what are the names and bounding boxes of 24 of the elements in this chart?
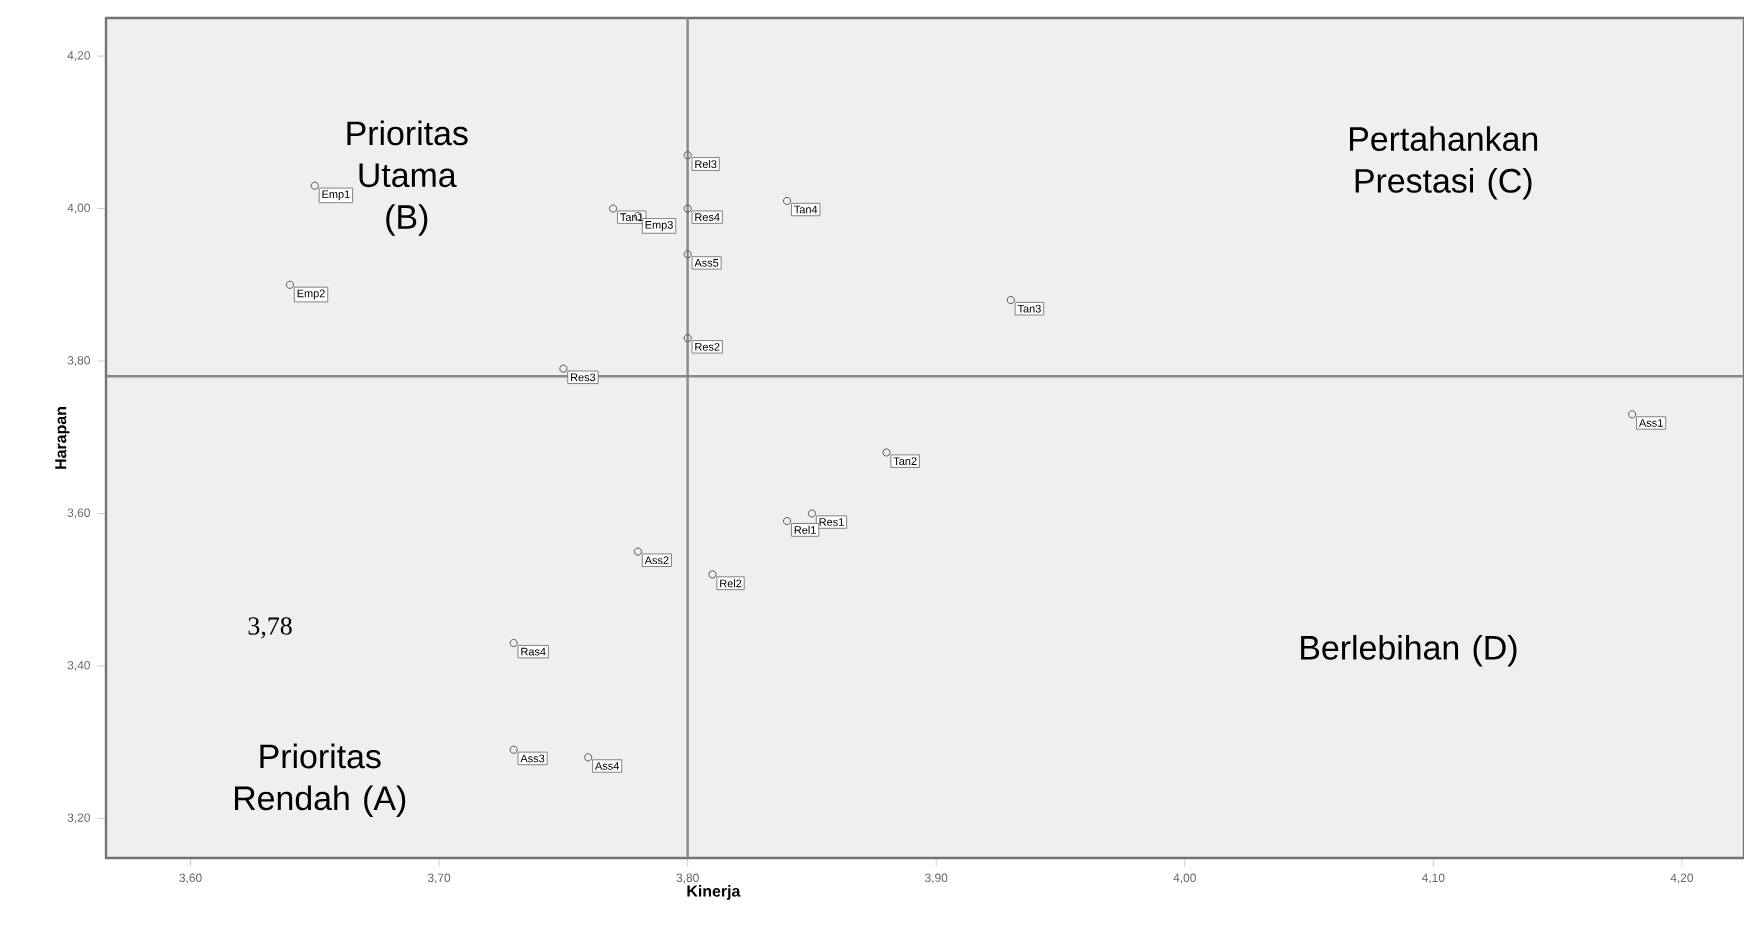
point (633, 547, 643, 556)
point (509, 745, 518, 754)
point (782, 196, 792, 206)
annotation: 3,78 (248, 617, 292, 639)
point (310, 181, 319, 190)
point (1006, 295, 1015, 305)
point (584, 753, 593, 762)
point (285, 280, 295, 289)
point (782, 516, 792, 526)
annotation: Pertahankan Prestasi (C) (1350, 126, 1538, 200)
point (683, 204, 692, 213)
point (608, 204, 618, 213)
point (708, 570, 717, 579)
annotation: Prioritas Utama (B) (347, 120, 468, 236)
annotation: Prioritas Rendah (A) (235, 743, 406, 817)
point (559, 364, 568, 373)
point (882, 448, 891, 457)
point (509, 638, 518, 648)
point (683, 334, 692, 343)
point (683, 151, 692, 160)
annotation: Berlebihan (D) (1301, 634, 1517, 667)
point (683, 250, 692, 259)
point (807, 509, 816, 518)
point (1628, 410, 1637, 419)
